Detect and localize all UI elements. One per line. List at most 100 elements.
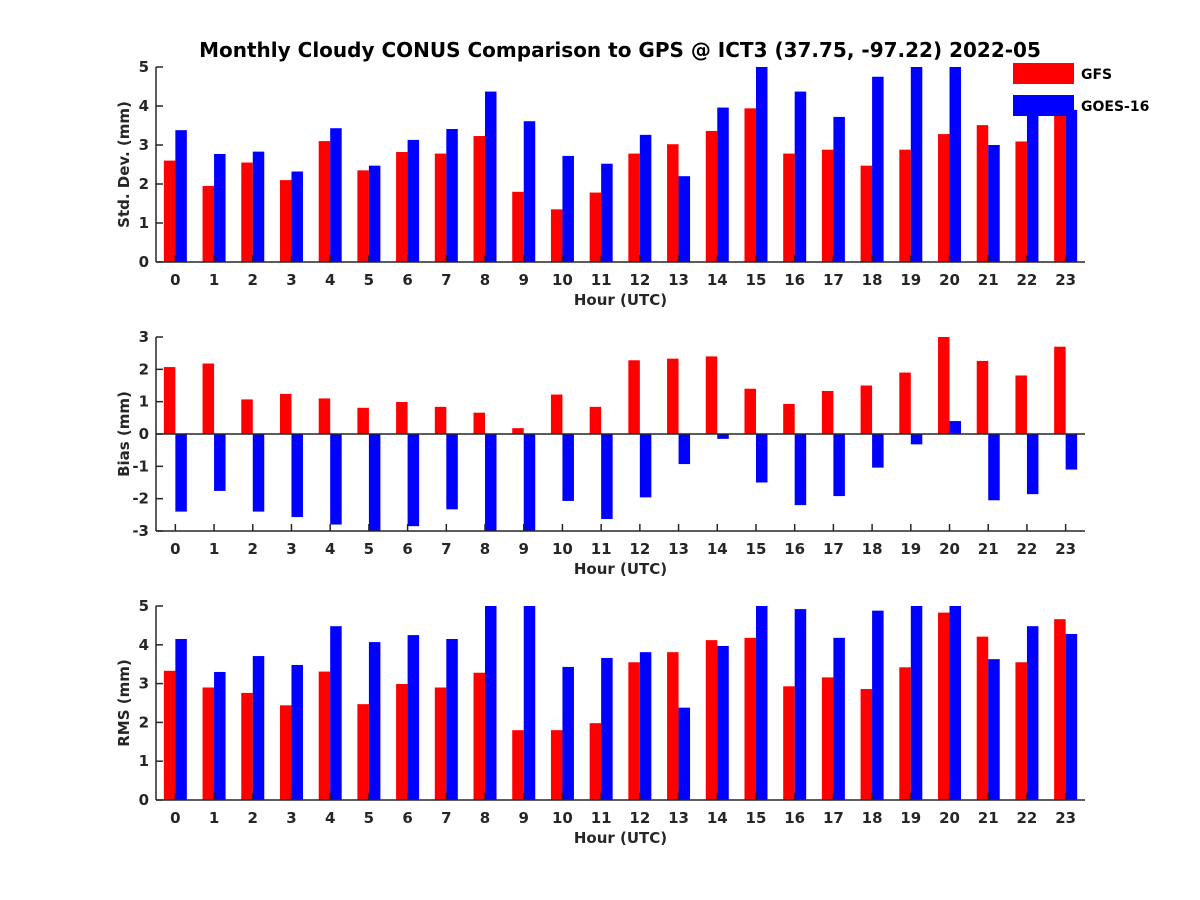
x-tick-label: 13 [668,540,689,558]
bar-gfs-hour-4 [318,398,331,434]
y-tick-label: 2 [139,360,149,378]
bar-goes-16-hour-20 [949,421,962,434]
x-tick-label: 0 [170,271,180,289]
bar-goes-16-hour-17 [833,637,845,800]
bar-goes-16-hour-23 [1065,109,1078,263]
bar-gfs-hour-6 [396,683,408,800]
y-axis-label: RMS (mm) [115,659,133,746]
x-tick-label: 15 [746,809,767,827]
bar-goes-16-hour-2 [252,434,265,512]
bar-goes-16-hour-16 [794,609,807,800]
bar-goes-16-hour-9 [523,606,536,800]
x-axis-label: Hour (UTC) [574,291,667,309]
bar-goes-16-hour-4 [330,128,342,262]
y-tick-label: 3 [139,136,149,154]
x-tick-label: 3 [286,271,296,289]
bar-goes-16-hour-20 [949,67,962,262]
bar-gfs-hour-18 [860,689,873,800]
bar-goes-16-hour-13 [678,434,691,465]
bar-gfs-hour-5 [357,170,369,262]
bar-goes-16-hour-12 [639,134,652,262]
bar-gfs-hour-5 [357,407,369,434]
bar-gfs-hour-2 [241,162,253,262]
x-tick-label: 17 [823,809,844,827]
x-tick-label: 20 [939,809,960,827]
x-tick-label: 21 [978,540,999,558]
bar-gfs-hour-20 [938,134,950,262]
bar-goes-16-hour-15 [755,606,768,800]
x-tick-label: 15 [746,271,767,289]
bar-gfs-hour-6 [396,152,408,262]
x-tick-label: 23 [1055,809,1076,827]
x-tick-label: 7 [441,540,451,558]
bar-gfs-hour-17 [821,677,834,800]
bar-gfs-hour-16 [783,403,795,434]
bar-goes-16-hour-2 [252,656,265,800]
bar-gfs-hour-2 [241,399,253,434]
bar-goes-16-hour-12 [639,652,652,800]
x-tick-label: 16 [784,271,805,289]
bar-gfs-hour-22 [1015,662,1027,800]
bar-goes-16-hour-18 [872,610,884,800]
x-tick-label: 4 [325,271,335,289]
x-tick-label: 18 [862,809,883,827]
legend-label-gfs: GFS [1081,67,1112,83]
bar-goes-16-hour-21 [988,145,1000,262]
x-tick-label: 23 [1055,540,1076,558]
y-tick-label: 2 [139,713,149,731]
bar-goes-16-hour-4 [330,626,342,800]
x-tick-label: 8 [480,540,490,558]
x-tick-label: 5 [364,809,374,827]
x-tick-label: 0 [170,540,180,558]
x-axis-label: Hour (UTC) [574,560,667,578]
y-tick-label: -2 [132,490,149,508]
x-tick-label: 15 [746,540,767,558]
bar-goes-16-hour-1 [214,434,226,491]
bar-goes-16-hour-11 [601,434,613,520]
x-axis-label: Hour (UTC) [574,829,667,847]
bar-goes-16-hour-9 [523,121,536,263]
bar-goes-16-hour-12 [639,434,652,498]
bar-goes-16-hour-13 [678,707,691,800]
bar-gfs-hour-8 [473,412,486,434]
bar-goes-16-hour-10 [562,434,574,501]
y-axis-label: Bias (mm) [115,391,133,477]
x-tick-label: 4 [325,809,335,827]
bar-goes-16-hour-18 [872,76,884,262]
bar-gfs-hour-21 [976,360,989,434]
bar-goes-16-hour-0 [175,130,187,262]
bar-goes-16-hour-22 [1026,104,1039,262]
x-tick-label: 6 [402,271,412,289]
x-tick-label: 2 [248,271,258,289]
bar-gfs-hour-15 [744,388,756,434]
x-tick-label: 10 [552,540,573,558]
y-tick-label: 0 [139,791,149,809]
bar-goes-16-hour-6 [407,434,420,527]
bar-gfs-hour-4 [318,141,331,262]
x-tick-label: 19 [900,809,921,827]
bar-gfs-hour-13 [667,652,679,800]
x-tick-label: 1 [209,809,219,827]
bar-goes-16-hour-5 [368,165,381,262]
x-tick-label: 1 [209,271,219,289]
bar-gfs-hour-13 [667,144,679,262]
bar-gfs-hour-12 [628,662,640,800]
bar-gfs-hour-17 [821,149,834,262]
bar-goes-16-hour-10 [562,666,574,800]
bar-goes-16-hour-15 [755,434,768,483]
bar-goes-16-hour-2 [252,151,265,262]
x-tick-label: 12 [629,540,650,558]
bar-goes-16-hour-22 [1026,626,1039,800]
x-tick-label: 5 [364,271,374,289]
x-tick-label: 3 [286,809,296,827]
y-tick-label: -3 [132,522,149,540]
bar-goes-16-hour-10 [562,155,574,262]
bar-gfs-hour-13 [667,358,679,434]
bar-goes-16-hour-8 [485,91,497,262]
y-tick-label: 1 [139,752,149,770]
bar-gfs-hour-11 [589,723,602,800]
x-tick-label: 9 [519,271,529,289]
